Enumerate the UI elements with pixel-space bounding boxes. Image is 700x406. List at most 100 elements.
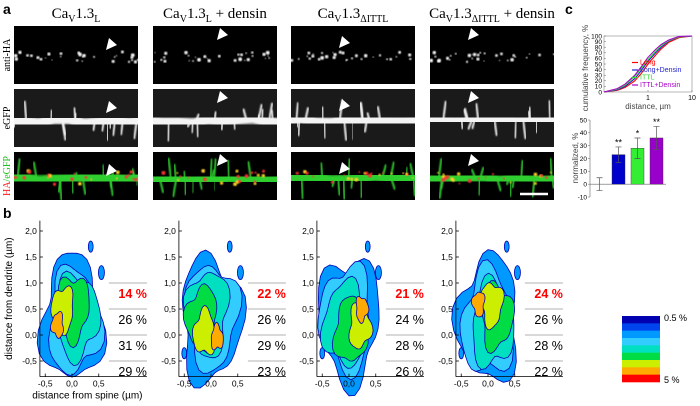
x-axis-label: distance, µm (625, 102, 671, 111)
puncta (235, 169, 239, 173)
puncta (408, 53, 412, 57)
puncta (472, 52, 477, 57)
puncta (22, 175, 27, 180)
puncta (437, 171, 440, 174)
micrograph (291, 152, 415, 200)
contour-level (98, 265, 105, 281)
puncta (18, 50, 22, 55)
puncta (201, 168, 206, 173)
contour-level (364, 240, 371, 253)
y-tick-label: -0,5 (438, 356, 453, 366)
micrograph (14, 89, 138, 147)
puncta (467, 179, 472, 183)
error-bar (596, 177, 603, 191)
y-tick-label: 40 (595, 67, 603, 74)
puncta (256, 173, 260, 177)
puncta (253, 182, 257, 186)
micrograph-background (430, 26, 554, 84)
puncta (343, 174, 346, 177)
puncta (30, 54, 33, 58)
contour-level (49, 311, 64, 339)
puncta (450, 177, 454, 181)
puncta (251, 51, 254, 54)
puncta (133, 60, 138, 64)
puncta (14, 176, 18, 179)
title-part: Ca (429, 6, 446, 22)
y-tick-label: 1,0 (441, 278, 453, 288)
title-part: + densin (500, 6, 556, 22)
puncta (324, 54, 329, 59)
puncta (59, 55, 62, 58)
puncta (354, 54, 358, 58)
spine (477, 178, 481, 196)
spine (16, 158, 21, 179)
micrograph (14, 152, 138, 200)
arrowhead (468, 91, 479, 103)
puncta (338, 50, 342, 54)
micrograph-background (14, 26, 138, 84)
puncta (73, 172, 76, 176)
spine (49, 109, 53, 121)
spine (172, 178, 178, 198)
puncta (130, 59, 134, 62)
puncta (364, 171, 369, 176)
puncta (237, 53, 240, 56)
puncta (545, 176, 548, 179)
spine (471, 120, 476, 130)
puncta (176, 179, 180, 182)
puncta (350, 57, 354, 60)
puncta (432, 50, 437, 55)
puncta (307, 51, 311, 55)
legend-label: ITTL (640, 75, 654, 82)
x-tick-label: 0,5 (93, 379, 105, 389)
puncta (127, 174, 130, 177)
puncta (44, 57, 47, 59)
contour-level (355, 295, 370, 324)
puncta (111, 59, 115, 63)
puncta (495, 54, 498, 57)
y-tick-label: 0,5 (25, 304, 37, 314)
colorbar-label: 0.5 % (664, 313, 687, 323)
spine (467, 120, 473, 130)
spine (73, 112, 77, 122)
puncta (370, 172, 373, 175)
colorbar-label: 5 % (664, 375, 680, 385)
error-bar (653, 126, 660, 150)
spine (405, 166, 409, 179)
puncta (197, 57, 201, 62)
spine (549, 158, 554, 179)
spine (412, 178, 415, 197)
puncta (39, 57, 43, 61)
spine (297, 120, 301, 137)
puncta (476, 57, 480, 61)
puncta (483, 60, 485, 62)
puncta (449, 54, 452, 57)
puncta (308, 57, 312, 60)
spine (109, 178, 114, 197)
spine (260, 108, 264, 121)
puncta (498, 59, 501, 62)
puncta (250, 171, 254, 175)
dendrite (291, 113, 415, 128)
puncta (514, 55, 517, 58)
spine (100, 120, 106, 132)
colorbar-swatch (622, 330, 660, 339)
y-tick-label: 100 (591, 33, 602, 40)
contour-level (181, 347, 188, 360)
spine (32, 161, 38, 179)
y-tick-label: 1,0 (25, 278, 37, 288)
y-tick-label: 20 (580, 156, 588, 163)
arrowhead (468, 154, 479, 166)
panel-label: c (565, 1, 573, 17)
spine (509, 178, 513, 197)
arrowhead (217, 28, 228, 40)
puncta (434, 55, 437, 58)
region-percentage: 24 % (395, 313, 424, 327)
puncta (454, 52, 457, 55)
y-tick-label: 10 (580, 169, 588, 176)
y-tick-label: 20 (595, 78, 603, 85)
puncta (372, 56, 374, 58)
puncta (90, 178, 93, 181)
puncta (510, 58, 514, 62)
region-percentage: 26 % (395, 365, 424, 379)
